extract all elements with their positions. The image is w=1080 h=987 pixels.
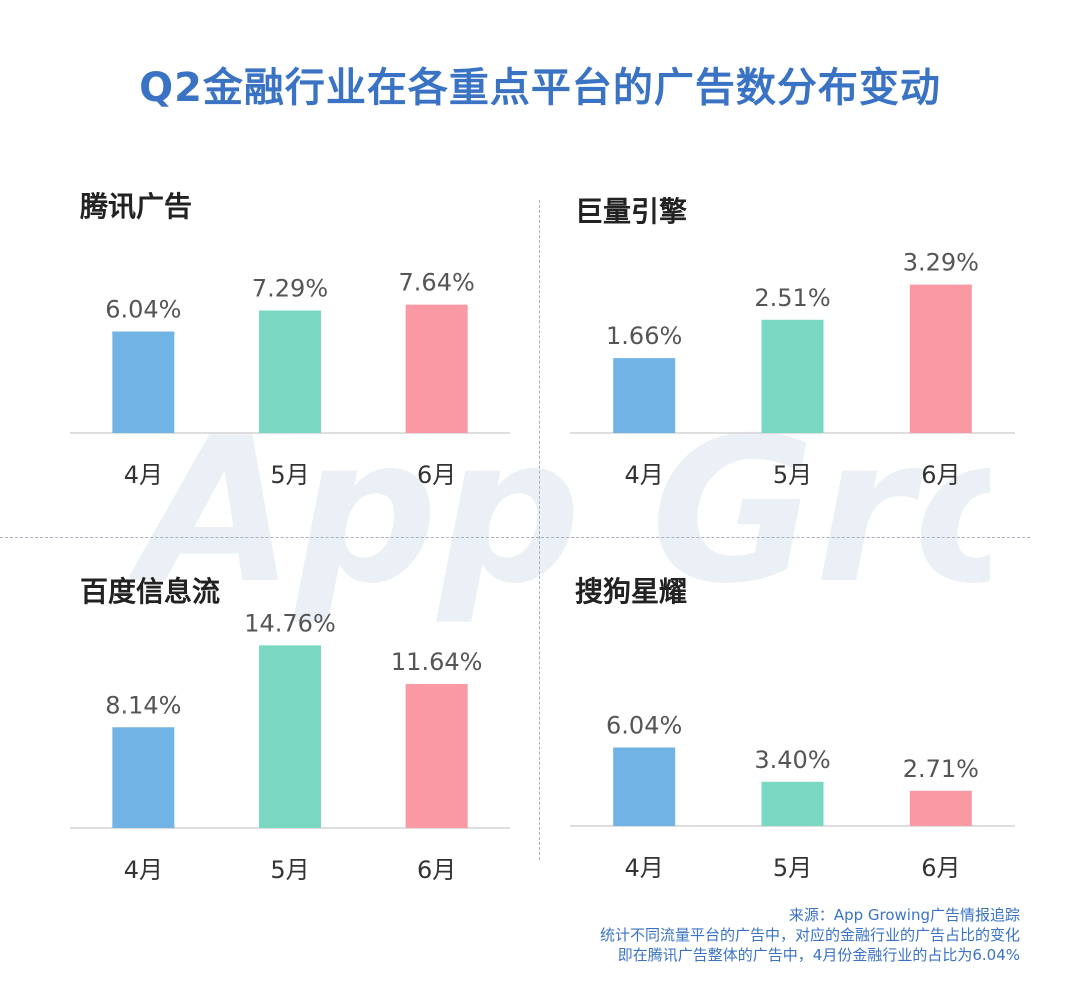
- bar-april: [112, 727, 175, 828]
- panel-title-sogou: 搜狗星耀: [575, 575, 688, 608]
- chart-panel-tencent: 腾讯广告 6.04% 4月 7.29% 5月 7.64% 6月: [70, 185, 510, 505]
- value-label: 6.04%: [606, 711, 682, 739]
- value-label: 6.04%: [105, 296, 181, 324]
- value-label: 8.14%: [105, 691, 181, 719]
- panel-title-tencent: 腾讯广告: [80, 190, 193, 223]
- page-title: Q2金融行业在各重点平台的广告数分布变动: [139, 65, 941, 111]
- x-tick-label: 6月: [921, 854, 960, 882]
- x-tick-label: 4月: [625, 854, 664, 882]
- source-line: 即在腾讯广告整体的广告中，4月份金融行业的占比为6.04%: [617, 946, 1020, 964]
- source-line: 统计不同流量平台的广告中，对应的金融行业的广告占比的变化: [599, 926, 1020, 944]
- x-tick-label: 5月: [270, 461, 309, 489]
- x-tick-label: 6月: [417, 461, 456, 489]
- bar-june: [909, 790, 972, 826]
- value-label: 7.29%: [252, 275, 328, 303]
- value-label: 14.76%: [244, 609, 336, 637]
- chart-panel-sogou: 搜狗星耀 6.04% 4月 3.40% 5月 2.71% 6月: [570, 570, 1015, 900]
- bar-may: [761, 781, 824, 826]
- chart-panel-ocean-engine: 巨量引擎 1.66% 4月 2.51% 5月 3.29% 6月: [570, 190, 1015, 510]
- bar-may: [761, 319, 824, 433]
- bar-june: [909, 284, 972, 433]
- bar-may: [259, 645, 321, 828]
- x-tick-label: 6月: [921, 461, 960, 489]
- bar-april: [613, 358, 676, 433]
- x-tick-label: 4月: [625, 461, 664, 489]
- value-label: 2.71%: [903, 755, 979, 783]
- value-label: 11.64%: [391, 648, 483, 676]
- bar-chart-baidu: 8.14% 4月 14.76% 5月 11.64% 6月: [70, 609, 510, 884]
- panel-title-baidu: 百度信息流: [80, 575, 221, 608]
- bar-june: [405, 304, 468, 433]
- bar-april: [613, 747, 676, 826]
- bar-chart-ocean-engine: 1.66% 4月 2.51% 5月 3.29% 6月: [570, 249, 1015, 489]
- x-tick-label: 6月: [417, 856, 456, 884]
- value-label: 3.40%: [754, 746, 830, 774]
- x-tick-label: 4月: [124, 856, 163, 884]
- x-tick-label: 5月: [270, 856, 309, 884]
- value-label: 7.64%: [399, 269, 475, 297]
- value-label: 1.66%: [606, 322, 682, 350]
- panel-title-ocean-engine: 巨量引擎: [575, 195, 688, 228]
- bar-june: [405, 683, 468, 828]
- bar-may: [259, 310, 321, 433]
- horizontal-divider: [0, 537, 1030, 538]
- vertical-divider: [539, 200, 540, 860]
- value-label: 2.51%: [754, 284, 830, 312]
- bar-chart-tencent: 6.04% 4月 7.29% 5月 7.64% 6月: [70, 269, 510, 489]
- chart-panel-baidu: 百度信息流 8.14% 4月 14.76% 5月 11.64% 6月: [70, 570, 510, 900]
- x-tick-label: 4月: [124, 461, 163, 489]
- value-label: 3.29%: [903, 249, 979, 277]
- source-line: 来源：App Growing广告情报追踪: [788, 906, 1020, 924]
- x-tick-label: 5月: [773, 461, 812, 489]
- bar-chart-sogou: 6.04% 4月 3.40% 5月 2.71% 6月: [570, 711, 1015, 882]
- source-note: 来源：App Growing广告情报追踪 统计不同流量平台的广告中，对应的金融行…: [600, 905, 1020, 965]
- x-tick-label: 5月: [773, 854, 812, 882]
- bar-april: [112, 331, 175, 433]
